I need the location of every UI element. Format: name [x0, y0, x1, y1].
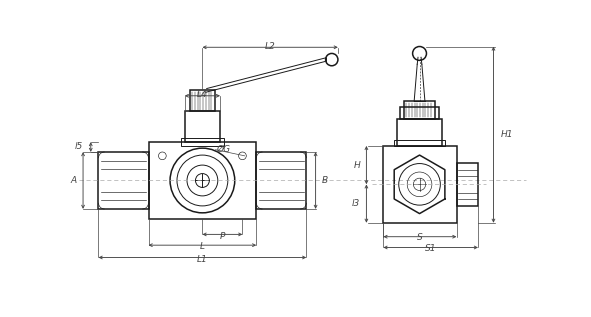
Bar	[404, 101, 435, 119]
Text: L: L	[200, 242, 205, 251]
Bar	[384, 146, 456, 223]
Bar	[256, 152, 306, 209]
Text: L1: L1	[197, 255, 208, 264]
Text: B: B	[322, 176, 328, 185]
Text: l5: l5	[75, 143, 83, 152]
Text: A: A	[71, 176, 77, 185]
Bar	[456, 163, 478, 206]
Bar	[148, 142, 256, 219]
Bar	[99, 152, 148, 209]
Bar	[397, 119, 442, 146]
Bar	[185, 111, 220, 142]
Text: H1: H1	[501, 130, 513, 139]
Text: L4: L4	[197, 90, 208, 100]
Text: H: H	[353, 161, 361, 170]
Text: L2: L2	[265, 42, 275, 51]
Bar	[181, 138, 224, 146]
Text: S1: S1	[425, 244, 437, 253]
Text: ØG: ØG	[216, 145, 230, 154]
Text: l3: l3	[352, 199, 361, 208]
Text: P: P	[220, 231, 225, 241]
Bar	[190, 90, 215, 111]
Text: S: S	[417, 233, 423, 242]
Bar	[400, 107, 439, 119]
Bar	[394, 140, 445, 146]
